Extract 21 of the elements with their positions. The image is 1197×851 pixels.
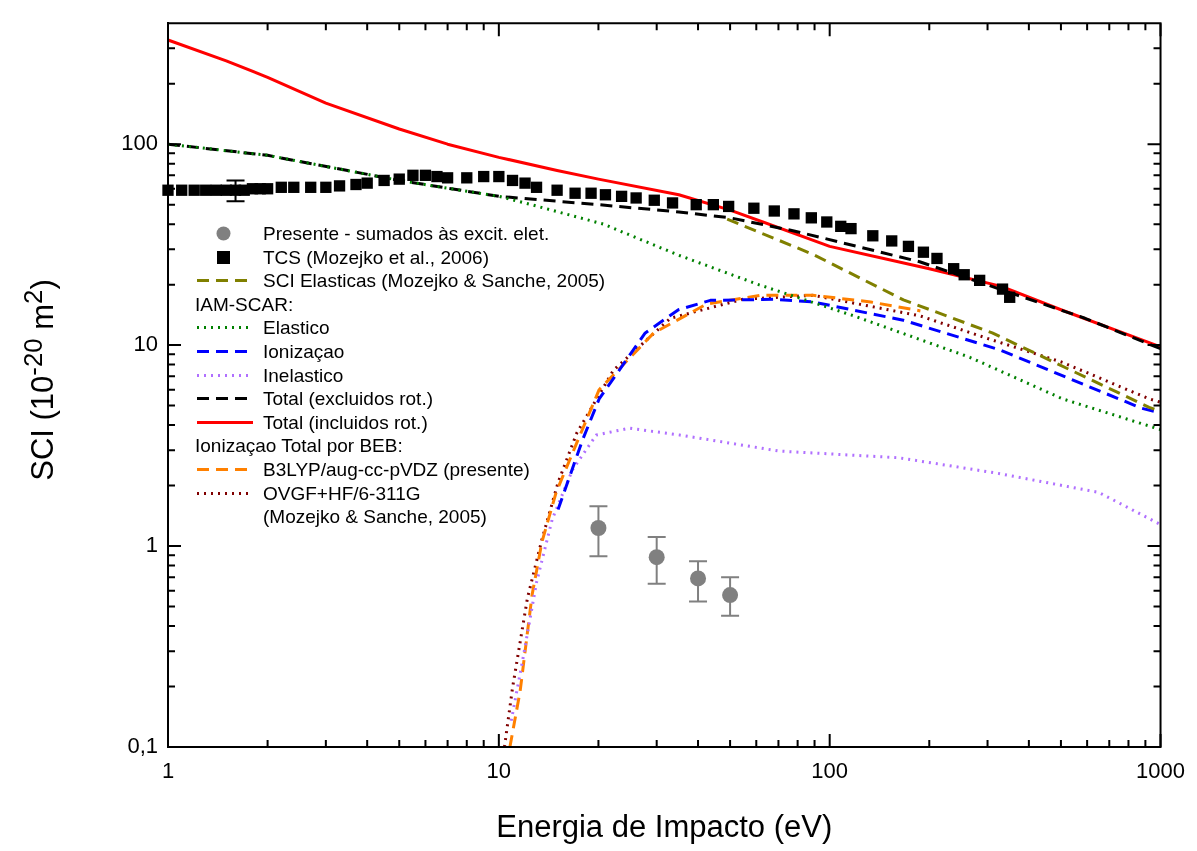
x-tick-label: 1000	[1136, 758, 1186, 784]
y-tick-label: 100	[121, 130, 158, 156]
legend-label: OVGF+HF/6-311G (Mozejko & Sanche, 2005)	[263, 481, 487, 529]
x-axis-title: Energia de Impacto (eV)	[496, 808, 833, 844]
x-tick-label: 1	[161, 758, 175, 784]
y-tick-label: 1	[145, 532, 158, 558]
legend-label: Total (excluidos rot.)	[263, 387, 434, 411]
annotation: IAM-SCAR:	[195, 292, 295, 317]
legend-label: Total (incluidos rot.)	[263, 410, 428, 435]
legend-label: Elastico	[263, 316, 330, 340]
x-tick-label: 10	[486, 758, 512, 784]
legend-label: Presente - sumados às excit. elet.	[263, 222, 550, 246]
x-tick-label: 100	[811, 758, 849, 784]
legend-label: B3LYP/aug-cc-pVDZ (presente)	[263, 457, 530, 482]
legend-label: SCI Elasticas (Mozejko & Sanche, 2005)	[263, 269, 606, 293]
legend-label: TCS (Mozejko et al., 2006)	[263, 245, 489, 270]
legend-label: Ionizaçao	[263, 339, 345, 364]
y-tick-label: 10	[133, 331, 158, 357]
y-tick-label: 0,1	[127, 733, 158, 759]
annotation: Ionizaçao Total por BEB:	[195, 434, 404, 458]
legend-label: Inelastico	[263, 363, 344, 388]
